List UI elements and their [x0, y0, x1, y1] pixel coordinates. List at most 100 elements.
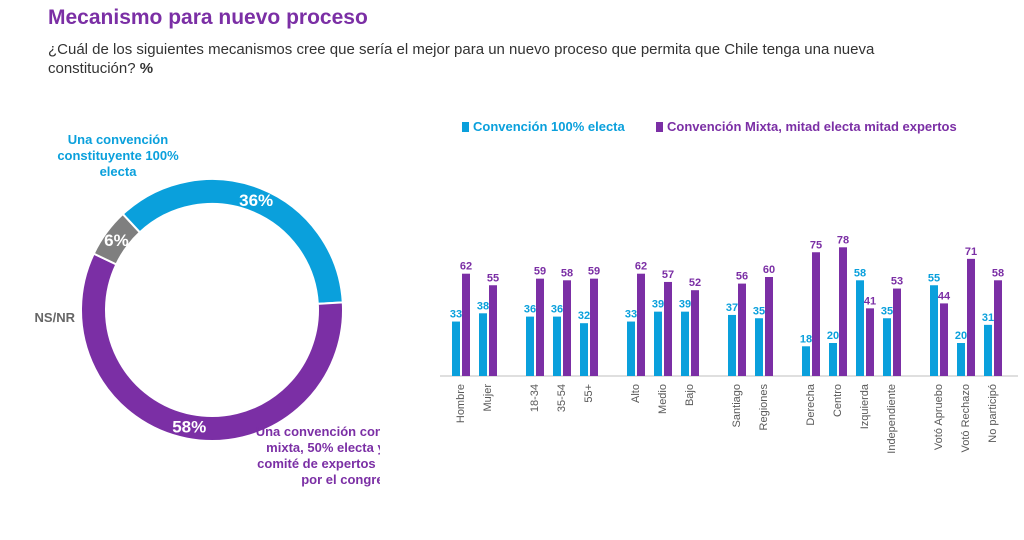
data-label: 44: [938, 290, 951, 302]
bar-55+-mixta: [590, 278, 598, 376]
category-tick-label: 18-34: [529, 384, 541, 412]
data-label: 52: [689, 277, 701, 289]
data-label: 32: [578, 310, 590, 322]
data-label: 38: [477, 300, 489, 312]
category-tick-label: Hombre: [455, 384, 467, 423]
category-tick-label: 35-54: [556, 384, 568, 412]
bar-hombre-electa: [452, 321, 460, 376]
slice-value-label: 58%: [172, 417, 206, 436]
category-tick-label: Izquierda: [859, 383, 871, 429]
donut-slice: [121, 178, 344, 305]
bar-centro-mixta: [839, 247, 847, 376]
question-body: ¿Cuál de los siguientes mecanismos cree …: [48, 41, 875, 77]
bar-medio-mixta: [664, 281, 672, 376]
bar-votó-rechazo-electa: [957, 343, 965, 376]
bar-independiente-mixta: [893, 288, 901, 376]
data-label: 20: [827, 330, 839, 342]
category-tick-label: Mujer: [482, 384, 494, 412]
donut-slice: [80, 252, 344, 442]
page-title: Mecanismo para nuevo proceso: [48, 6, 368, 29]
bar-no-participó-electa: [984, 324, 992, 376]
bar-chart: Convención 100% electa Convención Mixta, …: [440, 119, 1018, 454]
data-label: 58: [854, 267, 866, 279]
question-text: ¿Cuál de los siguientes mecanismos cree …: [48, 40, 908, 78]
bar-derecha-mixta: [812, 252, 820, 376]
data-label: 36: [524, 304, 536, 316]
data-label: 35: [881, 305, 893, 317]
category-tick-label: Bajo: [684, 384, 696, 406]
bar-regiones-mixta: [765, 277, 773, 376]
data-label: 57: [662, 269, 674, 281]
bar-votó-rechazo-mixta: [967, 258, 975, 376]
unit-label: %: [139, 60, 154, 77]
bar-bajo-mixta: [691, 290, 699, 376]
bar-independiente-electa: [883, 318, 891, 376]
data-label: 62: [635, 261, 647, 273]
bar-mujer-mixta: [489, 285, 497, 376]
data-label: 37: [726, 302, 738, 314]
bar-votó-apruebo-mixta: [940, 303, 948, 376]
donut-slice: [92, 212, 142, 266]
bar-hombre-mixta: [462, 273, 470, 376]
bar-18-34-electa: [526, 316, 534, 376]
bar-izquierda-electa: [856, 280, 864, 376]
bar-votó-apruebo-electa: [930, 285, 938, 376]
data-label: 18: [800, 333, 812, 345]
bar-centro-electa: [829, 343, 837, 376]
bar-no-participó-mixta: [994, 280, 1002, 376]
category-tick-label: Votó Apruebo: [933, 384, 945, 450]
bar-bajo-electa: [681, 311, 689, 376]
data-label: 58: [992, 267, 1004, 279]
category-tick-label: No participó: [987, 384, 999, 443]
category-tick-label: Regiones: [758, 384, 770, 431]
bar-santiago-electa: [728, 314, 736, 376]
data-label: 58: [561, 267, 573, 279]
data-label: 75: [810, 239, 822, 251]
bar-izquierda-mixta: [866, 308, 874, 376]
data-label: 60: [763, 264, 775, 276]
data-label: 39: [652, 299, 664, 311]
bar-derecha-electa: [802, 346, 810, 376]
data-label: 33: [450, 309, 462, 321]
category-tick-label: Alto: [630, 384, 642, 403]
bar-mujer-electa: [479, 313, 487, 376]
data-label: 56: [736, 271, 748, 283]
donut-chart: 36% Una convención constituyente 100% elect…: [35, 132, 380, 487]
legend-swatch: [462, 122, 469, 132]
slice-value-label: 36%: [239, 191, 273, 210]
legend-label: Convención Mixta, mitad electa mitad exp…: [667, 119, 957, 134]
category-tick-label: Votó Rechazo: [960, 384, 972, 453]
data-label: 59: [588, 266, 600, 278]
slice-category-label: Una convención constituyentemixta, 50% e…: [256, 424, 380, 487]
data-label: 55: [487, 272, 499, 284]
slice-value-label: 6%: [104, 231, 129, 250]
bar-18-34-mixta: [536, 278, 544, 376]
data-label: 36: [551, 304, 563, 316]
category-tick-label: Santiago: [731, 384, 743, 427]
slice-category-label: Una convención constituyente 100% electa: [57, 132, 179, 179]
category-tick-label: Derecha: [805, 383, 817, 425]
bar-35-54-electa: [553, 316, 561, 376]
bar-35-54-mixta: [563, 280, 571, 376]
data-label: 31: [982, 312, 994, 324]
category-tick-label: Centro: [832, 384, 844, 417]
data-label: 41: [864, 295, 876, 307]
legend-swatch: [656, 122, 663, 132]
data-label: 33: [625, 309, 637, 321]
category-tick-label: Medio: [657, 384, 669, 414]
data-label: 71: [965, 246, 977, 258]
bar-alto-electa: [627, 321, 635, 376]
data-label: 53: [891, 276, 903, 288]
category-tick-label: Independiente: [886, 384, 898, 454]
data-label: 59: [534, 266, 546, 278]
bar-regiones-electa: [755, 318, 763, 376]
data-label: 39: [679, 299, 691, 311]
bar-alto-mixta: [637, 273, 645, 376]
legend-label: Convención 100% electa: [473, 119, 625, 134]
data-label: 55: [928, 272, 940, 284]
data-label: 78: [837, 234, 849, 246]
slice-category-label: NS/NR: [35, 310, 76, 325]
bar-medio-electa: [654, 311, 662, 376]
data-label: 62: [460, 261, 472, 273]
category-tick-label: 55+: [583, 384, 595, 403]
